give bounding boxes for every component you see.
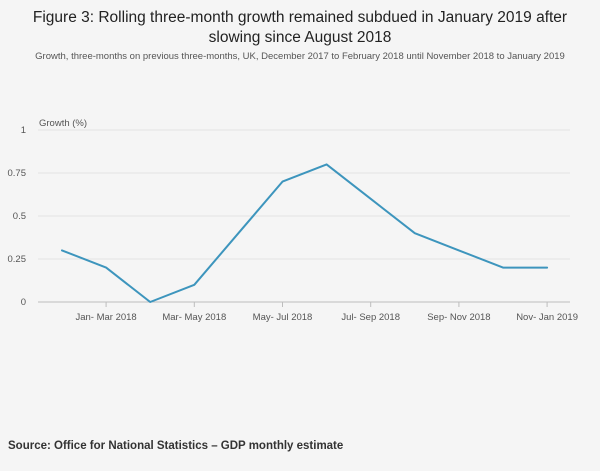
source-note: Source: Office for National Statistics –… (8, 440, 344, 452)
growth-line-chart: 0 0.25 0.5 0.75 1 Jan- Mar 2018 Mar- May 2018… (8, 118, 578, 323)
data-point (502, 267, 504, 269)
chart-title: Figure 3: Rolling three-month growth rem… (32, 9, 568, 46)
y-tick-label: 0.75 (8, 168, 27, 179)
x-tick-label: Sep- Nov 2018 (427, 312, 490, 323)
data-point (370, 198, 372, 200)
data-point (282, 181, 284, 183)
y-tick-label: 0.25 (8, 254, 27, 265)
x-tick-label: Jan- Mar 2018 (75, 312, 136, 323)
y-axis-ticks: 0 0.25 0.5 0.75 1 (8, 125, 27, 308)
data-point (105, 267, 107, 269)
series-layer (61, 163, 549, 303)
data-point (458, 249, 460, 251)
series-line (61, 163, 549, 303)
data-point (546, 267, 548, 269)
data-point (414, 232, 416, 234)
data-point (61, 249, 63, 251)
x-tick-label: Nov- Jan 2019 (516, 312, 578, 323)
data-point (326, 163, 328, 165)
y-tick-label: 1 (21, 125, 26, 136)
data-point (149, 301, 151, 303)
data-point (193, 284, 195, 286)
x-tick-label: May- Jul 2018 (253, 312, 313, 323)
data-point (237, 232, 239, 234)
x-tick-label: Jul- Sep 2018 (341, 312, 400, 323)
chart-subtitle: Growth, three-months on previous three-m… (35, 51, 565, 62)
y-axis-label: Growth (%) (39, 118, 87, 129)
y-tick-label: 0.5 (13, 211, 26, 222)
x-axis: Jan- Mar 2018 Mar- May 2018 May- Jul 2018 J… (38, 301, 578, 323)
x-tick-label: Mar- May 2018 (162, 312, 226, 323)
gridlines (38, 129, 570, 260)
y-tick-label: 0 (21, 297, 26, 308)
